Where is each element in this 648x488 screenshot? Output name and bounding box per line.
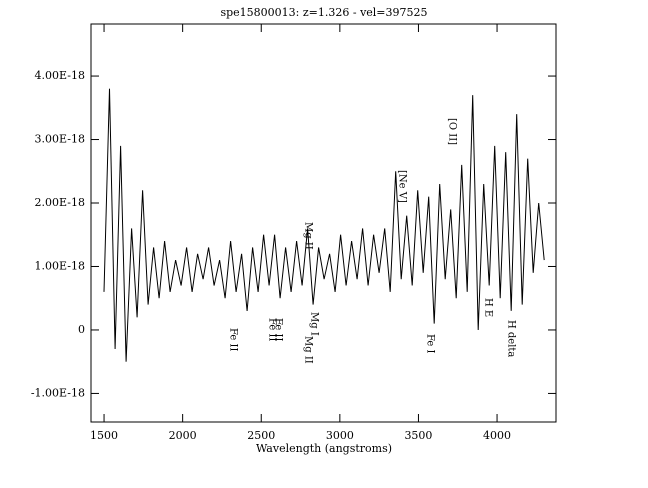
x-tick-label: 2000 — [169, 429, 197, 442]
x-axis-label: Wavelength (angstroms) — [256, 442, 392, 455]
y-tick-label: 0 — [78, 323, 85, 336]
chart-title: spe15800013: z=1.326 - vel=397525 — [220, 6, 427, 19]
y-tick-label: 4.00E-18 — [35, 69, 85, 82]
x-tick-label: 3500 — [404, 429, 432, 442]
line-annotation: Fe I — [425, 334, 436, 353]
spectrum-line — [103, 88, 545, 362]
x-tick-label: 4000 — [483, 429, 511, 442]
line-annotation: H E — [483, 298, 494, 317]
plot-frame — [90, 23, 557, 423]
line-annotation: Mg II — [303, 336, 314, 364]
y-tick-label: 1.00E-18 — [35, 259, 85, 272]
line-annotation: [O II] — [447, 118, 458, 145]
x-tick-label: 1500 — [90, 429, 118, 442]
line-annotation: Fe II — [228, 328, 239, 351]
y-tick-label: 2.00E-18 — [35, 196, 85, 209]
line-annotation: Mg I — [309, 312, 320, 336]
line-annotation: [Ne V] — [397, 170, 408, 203]
x-tick-label: 2500 — [247, 429, 275, 442]
line-annotation: Fe II — [267, 318, 278, 341]
y-tick-label: 3.00E-18 — [35, 133, 85, 146]
x-tick-label: 3000 — [326, 429, 354, 442]
line-annotation: H delta — [506, 320, 517, 357]
line-annotation: Fe II — [273, 318, 284, 341]
line-annotation: Mg II — [303, 222, 314, 250]
y-tick-label: -1.00E-18 — [31, 386, 85, 399]
